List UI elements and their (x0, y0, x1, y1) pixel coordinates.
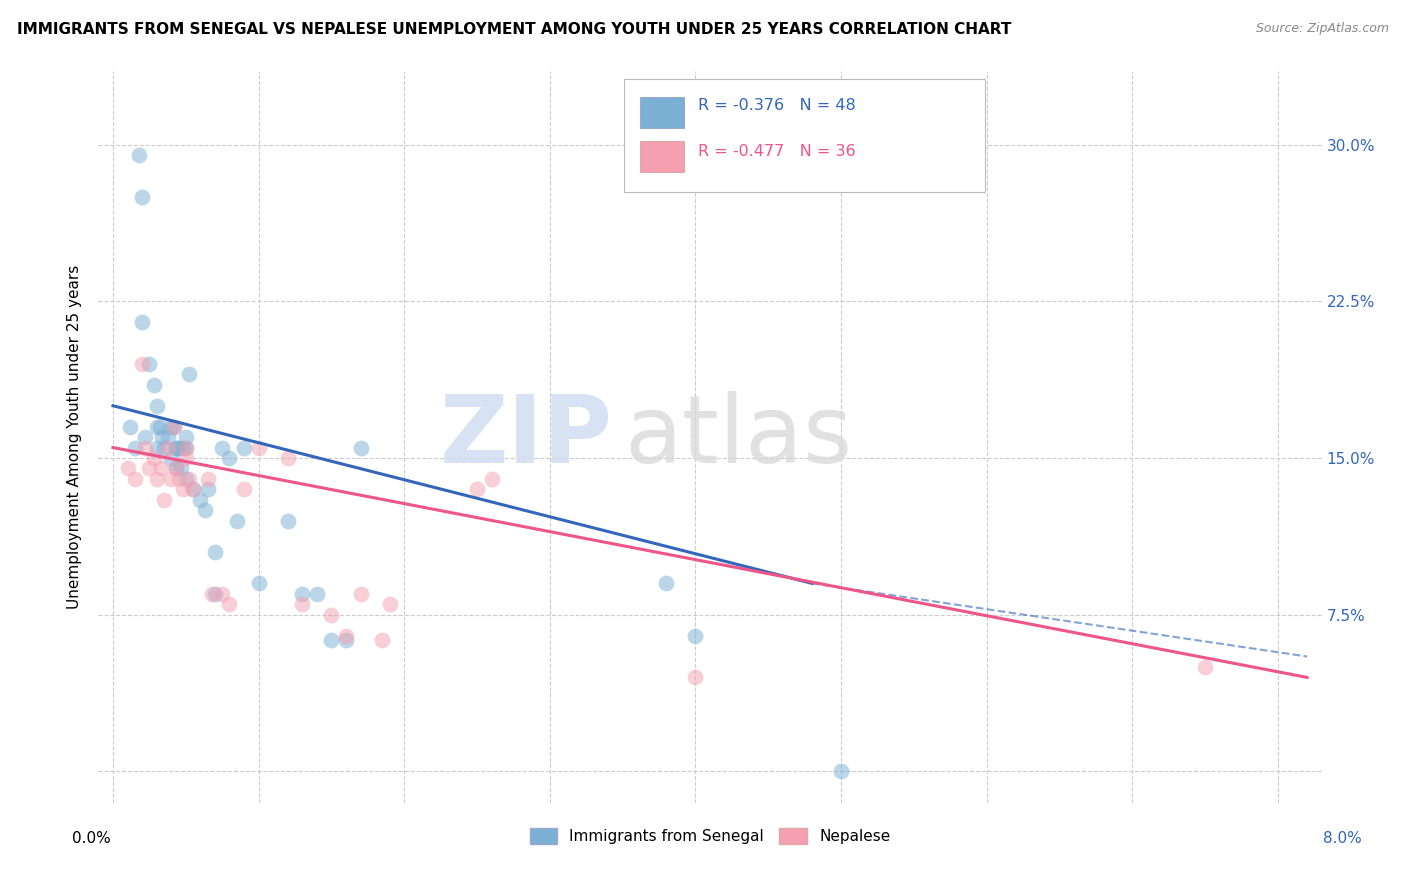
Text: R = -0.376   N = 48: R = -0.376 N = 48 (697, 98, 855, 113)
Text: 0.0%: 0.0% (72, 831, 111, 846)
Point (138, 357, 160, 371)
FancyBboxPatch shape (640, 97, 685, 128)
Point (163, 419, 186, 434)
Point (131, 315, 153, 329)
Point (149, 419, 172, 434)
Point (218, 450, 240, 465)
Point (335, 629, 357, 643)
Point (204, 545, 226, 559)
Point (165, 441, 187, 455)
Point (225, 514, 247, 528)
Point (233, 483, 256, 497)
Point (291, 587, 314, 601)
Point (174, 430, 197, 444)
Point (465, 483, 488, 497)
Point (157, 441, 180, 455)
Point (247, 576, 270, 591)
Point (145, 419, 167, 434)
Point (218, 597, 240, 611)
Point (371, 632, 394, 647)
Text: R = -0.477   N = 36: R = -0.477 N = 36 (697, 145, 855, 160)
Legend: Immigrants from Senegal, Nepalese: Immigrants from Senegal, Nepalese (523, 822, 897, 850)
Point (166, 441, 188, 455)
Text: atlas: atlas (624, 391, 852, 483)
Point (177, 472, 200, 486)
Point (197, 483, 219, 497)
Point (167, 472, 190, 486)
Point (163, 419, 186, 434)
Point (305, 587, 328, 601)
Point (201, 587, 224, 601)
Point (197, 472, 219, 486)
Point (349, 441, 371, 455)
Point (685, 670, 707, 684)
Point (150, 461, 173, 475)
Point (291, 597, 314, 611)
Point (138, 461, 160, 475)
Point (655, 576, 678, 591)
Y-axis label: Unemployment Among Youth under 25 years: Unemployment Among Youth under 25 years (67, 265, 83, 609)
Point (277, 450, 299, 465)
Point (174, 472, 197, 486)
Point (172, 483, 194, 497)
Point (321, 632, 343, 647)
Point (160, 450, 183, 465)
FancyBboxPatch shape (640, 141, 685, 171)
Point (194, 503, 217, 517)
Text: IMMIGRANTS FROM SENEGAL VS NEPALESE UNEMPLOYMENT AMONG YOUTH UNDER 25 YEARS CORR: IMMIGRANTS FROM SENEGAL VS NEPALESE UNEM… (17, 22, 1011, 37)
Point (160, 472, 183, 486)
Point (145, 441, 167, 455)
Text: Source: ZipAtlas.com: Source: ZipAtlas.com (1256, 22, 1389, 36)
Point (685, 629, 707, 643)
Point (174, 441, 197, 455)
Point (170, 461, 193, 475)
Point (321, 607, 343, 622)
FancyBboxPatch shape (624, 78, 986, 192)
Point (247, 441, 270, 455)
Point (188, 492, 211, 507)
Point (153, 441, 176, 455)
Point (145, 399, 167, 413)
Point (134, 430, 156, 444)
Point (277, 514, 299, 528)
Point (134, 441, 156, 455)
Point (157, 430, 180, 444)
Point (120, 419, 142, 434)
Point (211, 441, 233, 455)
Point (1194, 660, 1216, 674)
Text: ZIP: ZIP (439, 391, 612, 483)
Point (128, 148, 150, 162)
Text: 8.0%: 8.0% (1323, 831, 1362, 846)
Point (152, 430, 174, 444)
Point (165, 461, 187, 475)
Point (335, 632, 357, 647)
Point (211, 587, 233, 601)
Point (131, 190, 153, 204)
Point (181, 483, 204, 497)
Point (142, 377, 165, 392)
Point (172, 441, 194, 455)
Point (204, 587, 226, 601)
Point (131, 357, 153, 371)
Point (153, 492, 176, 507)
Point (174, 441, 197, 455)
Point (145, 472, 167, 486)
Point (124, 472, 146, 486)
Point (165, 461, 187, 475)
Point (233, 441, 256, 455)
Point (124, 441, 146, 455)
Point (174, 450, 197, 465)
Point (167, 441, 190, 455)
Point (160, 419, 183, 434)
Point (177, 368, 200, 382)
Point (142, 450, 165, 465)
Point (378, 597, 401, 611)
Point (481, 472, 503, 486)
Point (830, 764, 852, 779)
Point (181, 483, 204, 497)
Point (117, 461, 139, 475)
Point (349, 587, 371, 601)
